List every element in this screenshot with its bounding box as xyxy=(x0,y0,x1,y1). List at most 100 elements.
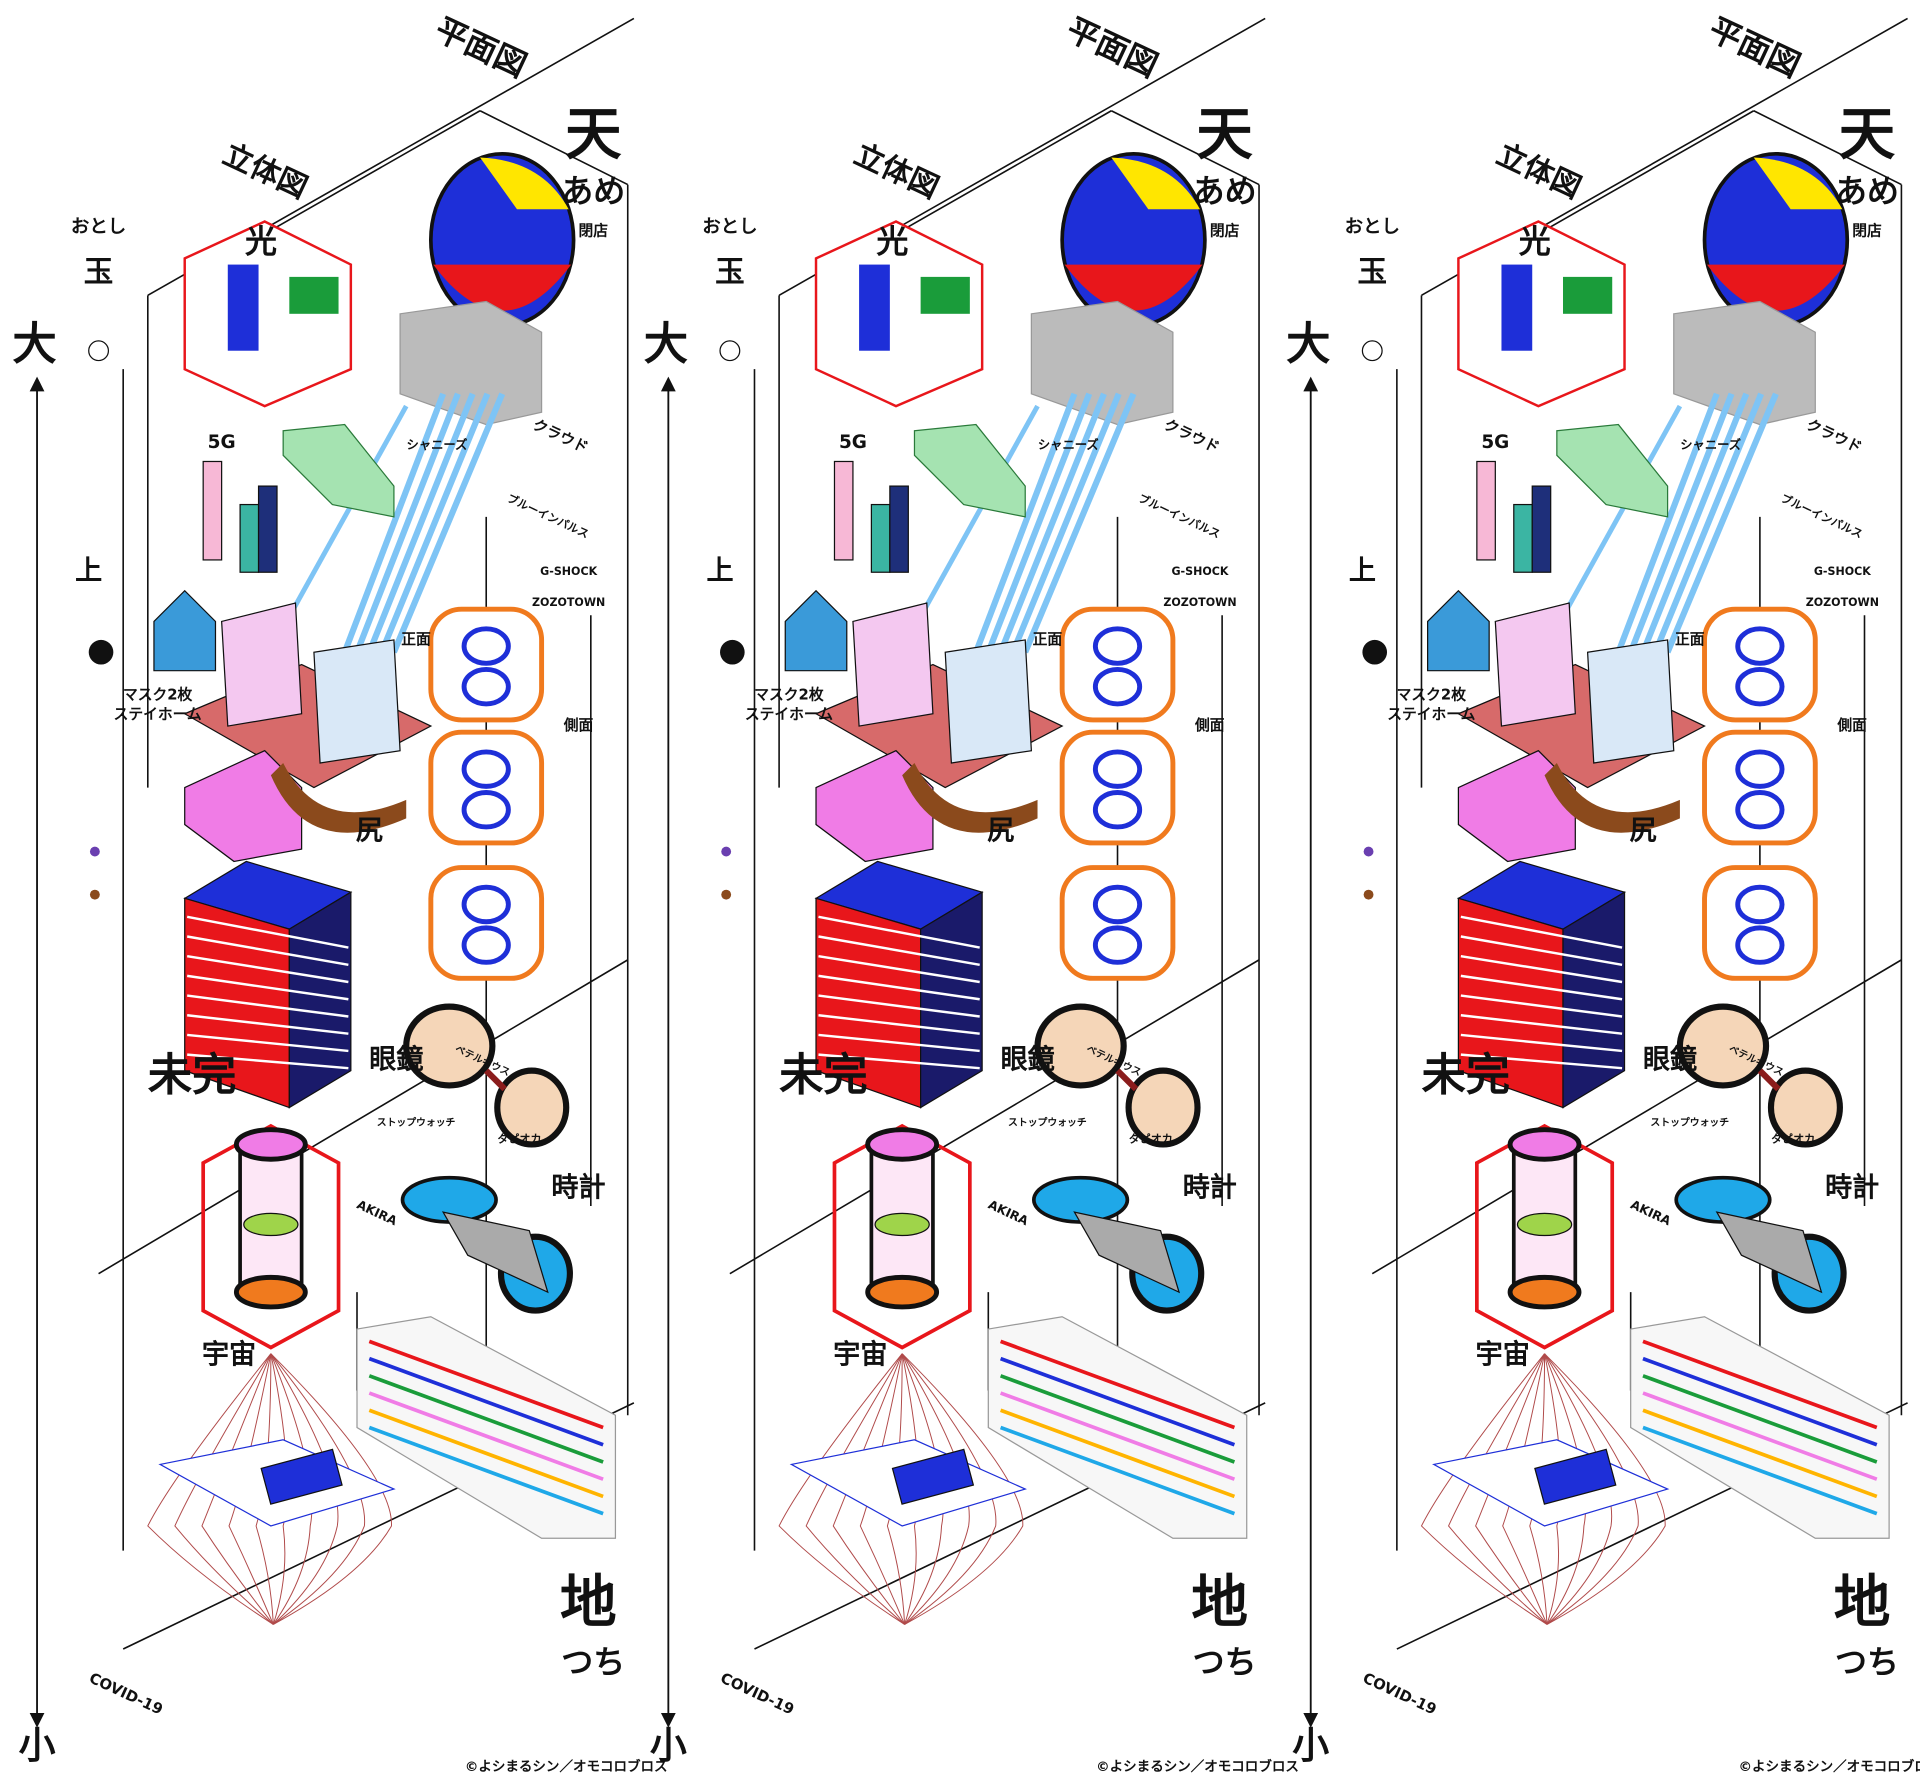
label: AKIRA xyxy=(1628,1198,1673,1229)
label: 地 xyxy=(1834,1570,1891,1636)
green-box xyxy=(1556,423,1669,518)
label: 宇宙 xyxy=(202,1339,256,1371)
chain-link xyxy=(1092,626,1143,666)
battery xyxy=(260,1448,343,1505)
mesh xyxy=(901,1353,997,1625)
marker xyxy=(1363,889,1374,900)
beam xyxy=(341,392,447,654)
label: 小 xyxy=(19,1724,56,1767)
cylinder-top xyxy=(233,1127,308,1162)
building xyxy=(1586,639,1675,764)
marker xyxy=(721,889,732,900)
green-box xyxy=(913,423,1026,518)
label: クラウド xyxy=(1161,416,1222,456)
label: 大 xyxy=(644,319,688,370)
building xyxy=(944,639,1033,764)
green-box xyxy=(282,423,395,518)
board xyxy=(1630,1316,1890,1539)
battery xyxy=(891,1448,975,1505)
label: 立体図 xyxy=(218,137,313,205)
tower xyxy=(1476,460,1496,561)
manga-right xyxy=(1562,891,1626,1109)
label: おとし xyxy=(1345,217,1400,238)
building xyxy=(852,602,934,727)
label: 眼鏡 xyxy=(1643,1043,1697,1075)
board-row xyxy=(999,1425,1236,1516)
cylinder-top xyxy=(865,1127,940,1162)
bridge xyxy=(1757,1068,1781,1092)
board-row xyxy=(1642,1339,1878,1430)
label: ストップウォッチ xyxy=(1650,1115,1729,1128)
label: マスク2枚 xyxy=(1397,685,1467,703)
label: ストップウォッチ xyxy=(1008,1115,1087,1128)
label: 時計 xyxy=(551,1171,605,1203)
chain-link xyxy=(1735,884,1785,925)
mesh xyxy=(1544,1353,1613,1625)
marker xyxy=(89,846,100,857)
tower xyxy=(202,460,223,561)
disc xyxy=(243,1212,299,1237)
beam xyxy=(1022,392,1137,654)
hex-frame xyxy=(201,1123,341,1350)
label: G-SHOCK xyxy=(540,565,597,578)
manga-right xyxy=(288,891,352,1109)
lens xyxy=(494,1067,570,1148)
label: タピオカ xyxy=(1771,1133,1815,1146)
marker xyxy=(1362,639,1388,665)
chain-link xyxy=(461,925,511,965)
manga-stripe xyxy=(1460,954,1623,984)
label: ZOZOTOWN xyxy=(1163,596,1236,609)
label: おとし xyxy=(71,217,126,238)
mesh xyxy=(255,1353,274,1625)
mesh xyxy=(1544,1353,1666,1625)
label: ZOZOTOWN xyxy=(1806,596,1879,609)
beam xyxy=(1615,392,1720,654)
mesh xyxy=(270,1353,313,1625)
disc xyxy=(1516,1212,1573,1237)
board-row xyxy=(368,1339,604,1430)
manga-stripe xyxy=(1460,1033,1623,1053)
mesh xyxy=(1529,1353,1548,1625)
bike-body xyxy=(441,1211,549,1294)
mesh xyxy=(778,1353,905,1625)
mesh xyxy=(1544,1353,1587,1625)
label: あめ xyxy=(1835,172,1899,210)
label: ストップウォッチ xyxy=(377,1115,456,1128)
marker xyxy=(719,340,741,362)
label: COVID-19 xyxy=(718,1670,797,1719)
beam xyxy=(281,404,409,629)
label: 平面図 xyxy=(429,10,532,85)
label: 光 xyxy=(876,223,908,261)
cube xyxy=(814,220,984,408)
label: 尻 xyxy=(1629,815,1656,846)
manga-stripe xyxy=(818,915,980,949)
marker xyxy=(88,639,114,665)
manga-stripe xyxy=(1460,974,1623,1001)
label: タピオカ xyxy=(1129,1133,1173,1146)
label: おとし xyxy=(702,217,757,238)
board-row xyxy=(1642,1356,1878,1447)
manga-stripe xyxy=(187,1033,349,1053)
frame-line xyxy=(1111,110,1260,186)
beam xyxy=(1652,392,1764,654)
chain-link xyxy=(1092,749,1143,789)
cylinder-bottom xyxy=(1507,1274,1582,1310)
label: 5G xyxy=(208,432,236,453)
manga-stripe xyxy=(1460,1053,1623,1070)
lens xyxy=(403,1003,496,1089)
mesh xyxy=(832,1353,906,1625)
board-row xyxy=(999,1408,1236,1499)
manga-stripe xyxy=(187,994,349,1018)
label: シャニーズ xyxy=(407,437,469,452)
label: 小 xyxy=(1292,1724,1329,1767)
label: 未完 xyxy=(148,1050,237,1101)
mesh xyxy=(174,1353,274,1625)
mesh xyxy=(886,1353,906,1625)
manga-stripe xyxy=(818,974,980,1001)
frame-line xyxy=(1753,110,1902,186)
chain-link xyxy=(461,666,511,707)
manga-stripe xyxy=(818,994,980,1018)
board-row xyxy=(368,1356,604,1447)
label: タピオカ xyxy=(497,1133,541,1146)
label: 閉店 xyxy=(1210,221,1240,239)
